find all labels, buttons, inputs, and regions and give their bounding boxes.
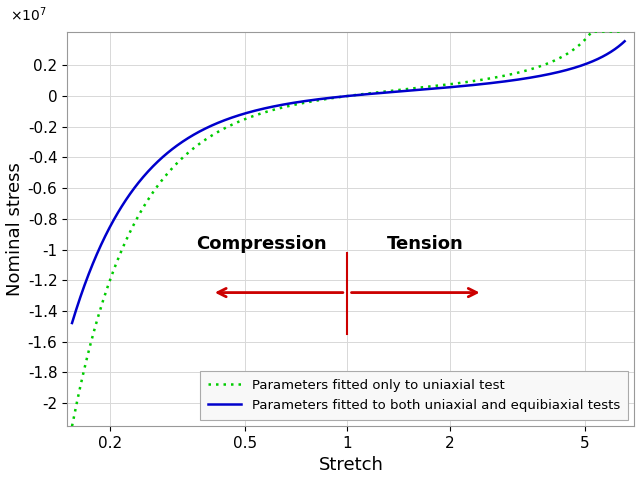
X-axis label: Stretch: Stretch — [318, 456, 383, 474]
Text: Tension: Tension — [387, 235, 464, 252]
Parameters fitted only to uniaxial test — [588, 29, 596, 35]
Line: Parameters fitted to both uniaxial and equibiaxial tests: Parameters fitted to both uniaxial and e… — [72, 41, 625, 323]
Parameters fitted to both uniaxial and equibiaxial tests — [389, 89, 397, 95]
Y-axis label: Nominal stress: Nominal stress — [6, 162, 24, 296]
Parameters fitted to both uniaxial and equibiaxial tests — [68, 320, 76, 326]
Parameters fitted to both uniaxial and equibiaxial tests — [487, 80, 495, 86]
Parameters fitted only to uniaxial test — [68, 423, 76, 429]
Parameters fitted only to uniaxial test — [389, 88, 397, 94]
Text: Compression: Compression — [196, 235, 327, 252]
Parameters fitted to both uniaxial and equibiaxial tests — [404, 88, 412, 94]
Parameters fitted only to uniaxial test — [102, 289, 110, 295]
Parameters fitted to both uniaxial and equibiaxial tests — [102, 232, 110, 238]
Text: $\times 10^7$: $\times 10^7$ — [10, 5, 47, 24]
Line: Parameters fitted only to uniaxial test: Parameters fitted only to uniaxial test — [72, 32, 625, 426]
Parameters fitted only to uniaxial test — [420, 84, 428, 90]
Parameters fitted only to uniaxial test — [404, 86, 412, 92]
Parameters fitted only to uniaxial test — [621, 29, 628, 35]
Parameters fitted to both uniaxial and equibiaxial tests — [420, 86, 428, 92]
Legend: Parameters fitted only to uniaxial test, Parameters fitted to both uniaxial and : Parameters fitted only to uniaxial test,… — [200, 371, 628, 420]
Parameters fitted to both uniaxial and equibiaxial tests — [621, 38, 628, 44]
Parameters fitted only to uniaxial test — [487, 75, 495, 81]
Parameters fitted to both uniaxial and equibiaxial tests — [544, 72, 552, 77]
Parameters fitted only to uniaxial test — [544, 60, 552, 66]
